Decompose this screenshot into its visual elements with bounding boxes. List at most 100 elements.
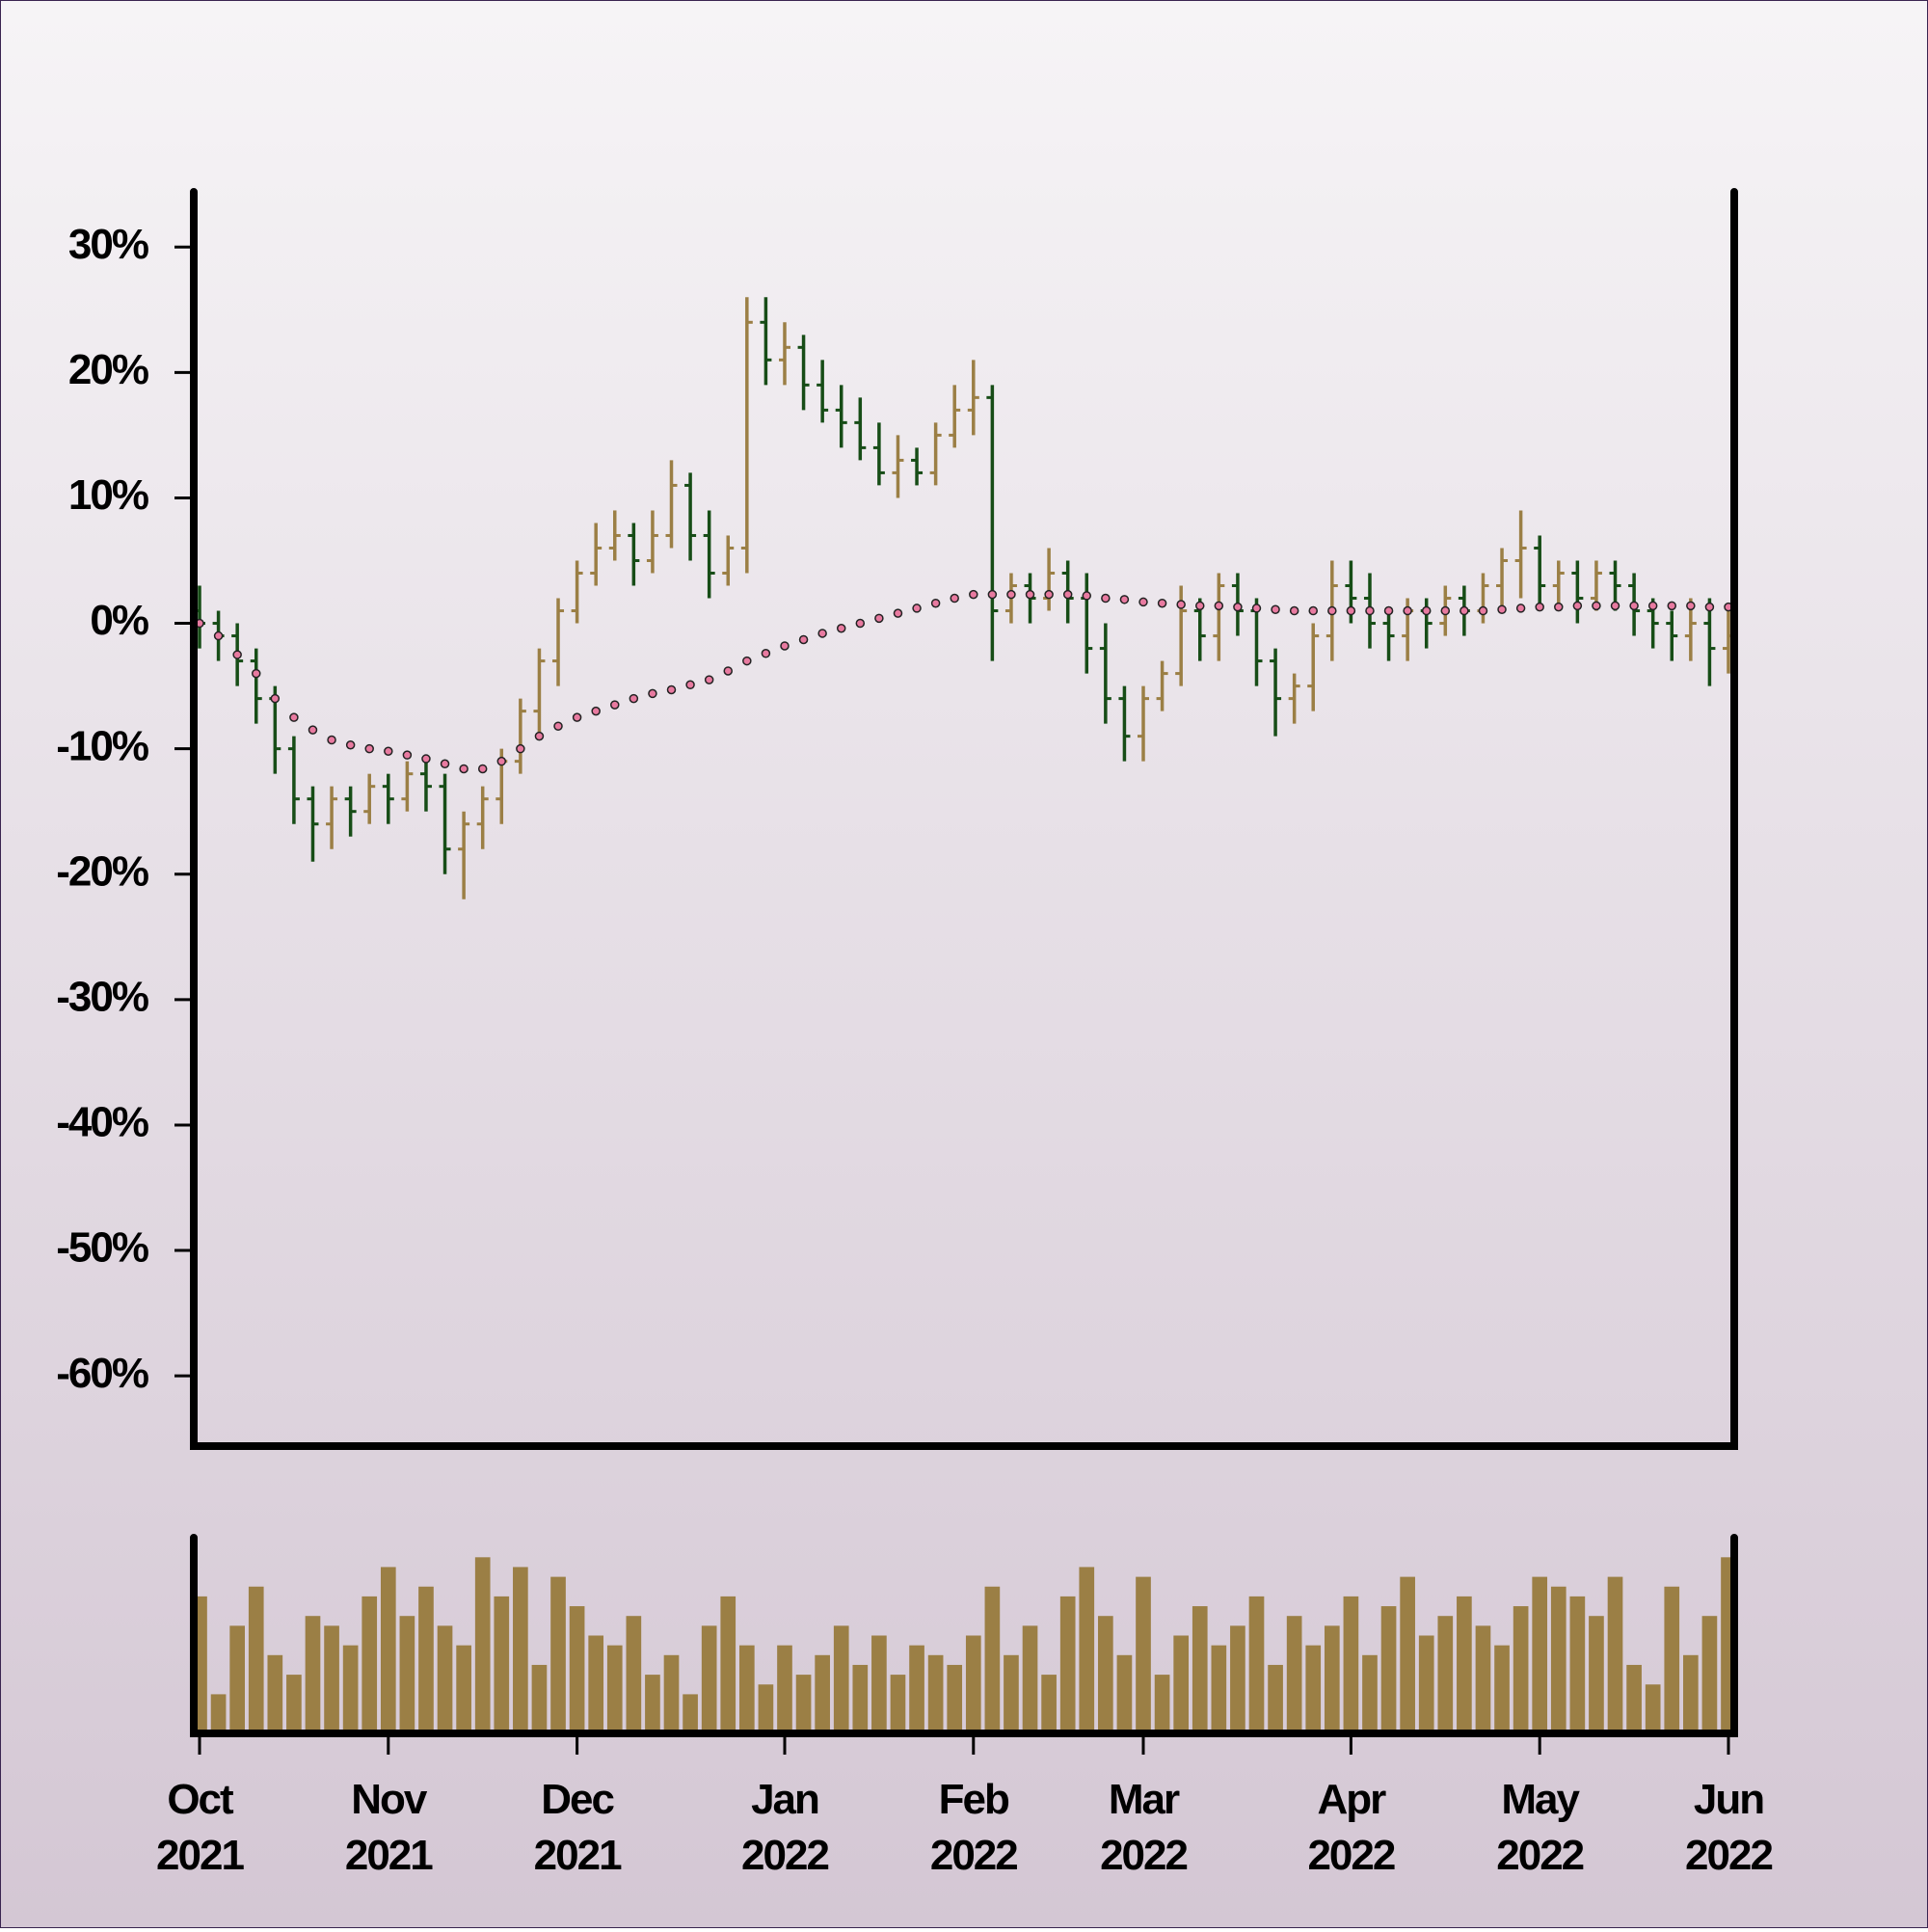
volume-bar [1475, 1625, 1491, 1733]
ma-dot [893, 608, 903, 618]
axis-frame [190, 188, 1738, 1450]
ma-dot [987, 589, 998, 600]
x-tick-label: Jan 2022 [741, 1776, 828, 1879]
volume-bar [550, 1576, 566, 1733]
volume-bar [1248, 1596, 1265, 1733]
volume-bar [720, 1596, 736, 1733]
volume-bar [1589, 1616, 1604, 1733]
volume-bar [1305, 1645, 1322, 1733]
ma-dot [723, 666, 733, 676]
ma-dot [477, 764, 488, 774]
volume-bar [965, 1635, 981, 1733]
y-tick-label: -10% [56, 722, 148, 769]
ma-dot [950, 593, 959, 604]
volume-bar [342, 1645, 359, 1733]
ma-dot [459, 764, 469, 774]
ma-dot [742, 656, 752, 666]
ma-dot [1271, 604, 1280, 614]
volume-bar [1418, 1635, 1434, 1733]
ma-dot [1647, 601, 1658, 611]
ma-dot [1610, 601, 1620, 611]
ma-dot [855, 618, 866, 629]
y-tick-label: -40% [56, 1099, 148, 1146]
y-tick-label: -20% [56, 847, 148, 895]
volume-bar [456, 1645, 471, 1733]
ma-dot [912, 604, 922, 613]
ma-dot [308, 725, 318, 735]
volume-bar [777, 1645, 792, 1733]
axis-frame [190, 1534, 1738, 1737]
volume-bar [1343, 1596, 1359, 1733]
volume-bar [1059, 1596, 1076, 1733]
volume-bar [267, 1654, 283, 1733]
volume-bar [380, 1567, 396, 1733]
ma-dot [685, 680, 695, 690]
ma-dot [1082, 591, 1092, 601]
volume-bar [494, 1596, 510, 1733]
ma-dot [1535, 602, 1544, 612]
ma-dot [591, 706, 601, 716]
volume-bar [1664, 1586, 1680, 1733]
ma-dot [1233, 602, 1243, 612]
ma-dot [289, 712, 299, 722]
volume-bar [645, 1675, 660, 1733]
ma-dot [761, 649, 771, 658]
ma-dot [534, 731, 545, 741]
ma-dot [1195, 601, 1205, 611]
ma-dot [1383, 605, 1394, 616]
ma-dot [666, 684, 677, 695]
volume-bar [1230, 1625, 1245, 1733]
ma-dot [1629, 601, 1639, 611]
ma-dot [1365, 605, 1375, 616]
volume-bar [833, 1625, 849, 1733]
ma-dot [629, 693, 639, 704]
volume-bar [758, 1684, 774, 1733]
volume-bar [1116, 1654, 1133, 1733]
volume-bar [1683, 1654, 1699, 1733]
ma-dot [496, 756, 507, 766]
volume-bar [1022, 1625, 1038, 1733]
ma-dot [251, 668, 261, 679]
ma-dot [572, 712, 582, 722]
volume-bar [1173, 1635, 1190, 1733]
x-tick-label: Nov 2021 [345, 1776, 433, 1879]
volume-bar [569, 1606, 585, 1733]
volume-bar [984, 1586, 1001, 1733]
x-tick-label: Mar 2022 [1100, 1776, 1187, 1879]
volume-bar [683, 1694, 698, 1733]
ma-dot [1044, 589, 1054, 600]
y-tick-label: -60% [56, 1350, 148, 1397]
volume-bar [305, 1616, 321, 1733]
volume-bar [1154, 1675, 1170, 1733]
volume-bar [852, 1664, 869, 1733]
ma-dot [516, 743, 525, 754]
volume-bar [1626, 1664, 1642, 1733]
x-tick-label: Apr 2022 [1307, 1776, 1394, 1879]
volume-bar [437, 1625, 453, 1733]
volume-bar [248, 1586, 264, 1733]
volume-bar [1532, 1576, 1548, 1733]
volume-bar [418, 1586, 434, 1733]
ma-dot [610, 700, 620, 710]
volume-bar [1380, 1606, 1397, 1733]
volume-bar [1324, 1625, 1340, 1733]
volume-bar [1268, 1664, 1283, 1733]
x-tick-label: Oct 2021 [156, 1776, 244, 1879]
volume-bar [1400, 1576, 1415, 1733]
ma-dot [930, 598, 941, 608]
ma-dot [1119, 595, 1130, 604]
ma-dot [969, 589, 978, 600]
volume-bar [324, 1625, 339, 1733]
volume-bar [1701, 1616, 1718, 1733]
volume-bar [1192, 1606, 1208, 1733]
x-tick-label: Jun 2022 [1685, 1776, 1772, 1879]
ma-dot [1289, 605, 1299, 616]
ma-dot [1251, 604, 1262, 613]
y-tick-label: -30% [56, 973, 148, 1020]
ma-dot [1421, 605, 1432, 616]
ma-dot [1459, 605, 1469, 616]
ma-dot [1062, 589, 1073, 600]
volume-bar [815, 1654, 830, 1733]
